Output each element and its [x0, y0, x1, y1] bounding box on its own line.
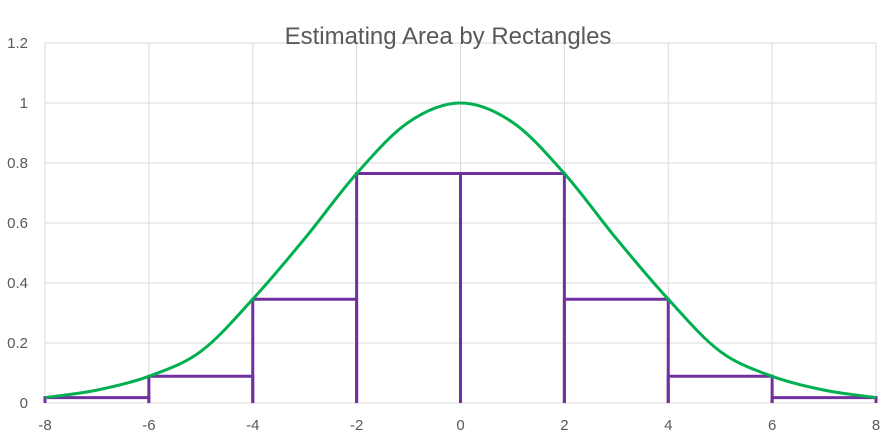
estimate-rectangle	[251, 297, 359, 403]
y-tick-label: 0	[20, 395, 28, 412]
bell-curve-line	[44, 101, 877, 400]
y-tick-label: 1	[20, 95, 28, 112]
x-tick-label: -2	[350, 417, 363, 434]
estimate-rectangle	[666, 374, 774, 403]
y-tick-label: 0.2	[7, 335, 28, 352]
y-tick-label: 0.6	[7, 215, 28, 232]
estimate-rectangle	[147, 374, 255, 403]
estimate-rectangle	[562, 297, 670, 403]
x-tick-label: 6	[768, 417, 776, 434]
y-tick-label: 1.2	[7, 35, 28, 52]
chart-title: Estimating Area by Rectangles	[285, 23, 612, 50]
x-tick-label: 8	[872, 417, 880, 434]
x-tick-label: -6	[142, 417, 155, 434]
y-tick-label: 0.4	[7, 275, 28, 292]
y-tick-label: 0.8	[7, 155, 28, 172]
estimate-rectangle	[355, 172, 462, 403]
estimate-rectangle	[43, 396, 151, 403]
x-tick-labels: -8 -6 -4 -2 0 2 4 6 8	[38, 417, 880, 434]
curve-series	[44, 101, 877, 400]
x-tick-label: -4	[246, 417, 259, 434]
x-tick-label: 2	[560, 417, 568, 434]
rectangles-series	[43, 172, 878, 403]
x-tick-label: 0	[456, 417, 464, 434]
estimate-rectangle	[459, 172, 566, 403]
x-tick-label: -8	[38, 417, 51, 434]
x-tick-label: 4	[664, 417, 672, 434]
estimate-rectangle	[770, 396, 878, 403]
y-tick-labels: 0 0.2 0.4 0.6 0.8 1 1.2	[7, 35, 28, 412]
